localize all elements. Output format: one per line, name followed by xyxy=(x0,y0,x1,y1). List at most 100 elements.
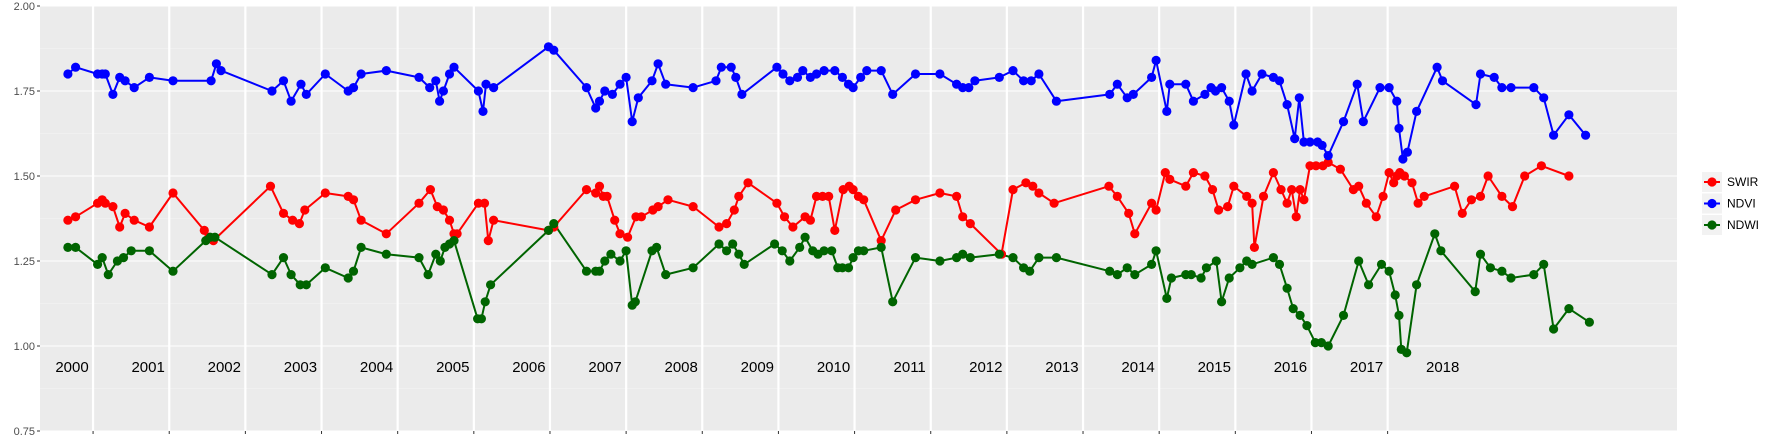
data-point-swir xyxy=(714,222,724,232)
data-point-ndwi xyxy=(449,236,459,246)
data-point-ndvi xyxy=(320,69,330,79)
data-point-swir xyxy=(965,219,975,229)
data-point-ndwi xyxy=(785,256,795,266)
data-point-ndvi xyxy=(1305,137,1315,147)
data-point-ndvi xyxy=(970,76,980,86)
data-point-ndwi xyxy=(661,270,671,280)
data-point-swir xyxy=(1378,191,1388,201)
data-point-swir xyxy=(438,205,448,215)
data-point-swir xyxy=(1223,202,1233,212)
data-point-ndvi xyxy=(1274,76,1285,86)
data-point-ndwi xyxy=(621,246,631,256)
data-point-ndvi xyxy=(478,106,488,116)
data-point-ndvi xyxy=(1437,76,1448,86)
data-point-ndwi xyxy=(431,249,441,259)
data-point-ndvi xyxy=(1290,134,1300,144)
data-point-ndvi xyxy=(206,76,216,86)
year-label: 2016 xyxy=(1274,359,1307,376)
data-point-ndvi xyxy=(449,62,459,72)
data-point-ndvi xyxy=(600,86,610,96)
year-labels: 2000 2001 2002 2003 2004 2005 2006 2007 2008 2009… xyxy=(55,359,1459,376)
data-point-swir xyxy=(1311,161,1321,171)
data-point-swir xyxy=(891,205,901,215)
data-point-swir xyxy=(120,208,130,218)
data-point-ndvi xyxy=(731,72,741,82)
data-point-swir xyxy=(425,185,435,195)
year-label: 2008 xyxy=(665,359,698,376)
data-point-swir xyxy=(1384,168,1394,178)
data-point-swir xyxy=(1200,171,1210,181)
data-point-swir xyxy=(935,188,945,198)
data-point-ndvi xyxy=(1147,72,1157,82)
data-point-ndvi xyxy=(1384,83,1394,93)
data-point-swir xyxy=(1287,185,1297,195)
data-point-ndwi xyxy=(63,242,73,252)
data-point-ndvi xyxy=(1188,96,1198,106)
data-point-ndvi xyxy=(1282,100,1292,110)
data-point-ndwi xyxy=(958,249,968,259)
data-point-ndwi xyxy=(278,253,289,263)
data-point-swir xyxy=(910,195,921,205)
data-point-swir xyxy=(1564,171,1574,181)
data-point-ndwi xyxy=(739,259,749,269)
data-point-swir xyxy=(1151,205,1161,215)
data-point-ndwi xyxy=(1295,310,1305,320)
legend: SWIR NDVI NDWI xyxy=(1702,172,1759,235)
data-point-ndvi xyxy=(216,66,226,76)
data-point-ndvi xyxy=(1412,106,1422,116)
data-point-ndwi xyxy=(630,297,640,307)
data-point-ndwi xyxy=(777,246,787,256)
data-point-swir xyxy=(1282,198,1292,208)
year-label: 2006 xyxy=(512,359,545,376)
data-point-ndwi xyxy=(1162,293,1172,303)
data-point-swir xyxy=(278,208,289,218)
data-point-ndwi xyxy=(356,242,366,252)
data-point-swir xyxy=(602,191,612,201)
data-point-ndwi xyxy=(1112,270,1122,280)
data-point-ndvi xyxy=(876,66,886,76)
data-point-ndvi xyxy=(1358,117,1368,127)
data-point-swir xyxy=(623,232,633,242)
data-point-ndwi xyxy=(1549,324,1559,334)
data-point-ndvi xyxy=(1112,79,1122,89)
y-tick-label: 1.50 xyxy=(14,171,35,183)
data-point-ndwi xyxy=(1211,256,1221,266)
data-point-swir xyxy=(581,185,592,195)
data-point-swir xyxy=(722,219,732,229)
data-point-ndwi xyxy=(1201,263,1211,273)
data-point-ndvi xyxy=(862,66,872,76)
data-point-ndwi xyxy=(1529,270,1539,280)
data-point-ndwi xyxy=(97,253,107,263)
data-point-ndwi xyxy=(1302,321,1312,331)
data-point-ndvi xyxy=(716,62,726,72)
data-point-swir xyxy=(1242,191,1252,201)
data-point-ndwi xyxy=(348,266,359,276)
data-point-ndvi xyxy=(819,66,829,76)
data-point-ndwi xyxy=(414,253,424,263)
data-point-swir xyxy=(1295,185,1305,195)
data-point-ndwi xyxy=(615,256,625,266)
data-point-ndvi xyxy=(211,59,221,69)
data-point-ndvi xyxy=(444,69,455,79)
y-tick-label: 1.00 xyxy=(14,341,35,353)
data-point-swir xyxy=(615,229,625,239)
year-label: 2014 xyxy=(1121,359,1154,376)
legend-key-marker xyxy=(1707,198,1717,209)
data-point-ndwi xyxy=(343,273,353,283)
data-point-ndvi xyxy=(278,76,289,86)
data-point-ndwi xyxy=(795,242,805,252)
data-point-swir xyxy=(788,222,798,232)
data-point-ndwi xyxy=(1217,297,1227,307)
data-point-ndvi xyxy=(381,66,391,76)
data-point-ndwi xyxy=(168,266,178,276)
data-point-swir xyxy=(1450,181,1460,191)
data-point-ndvi xyxy=(1394,123,1404,133)
data-point-swir xyxy=(1049,198,1059,208)
data-point-swir xyxy=(300,205,310,215)
data-point-swir xyxy=(1181,181,1191,191)
year-label: 2004 xyxy=(360,359,393,376)
data-point-ndwi xyxy=(1402,348,1412,358)
data-point-swir xyxy=(1124,208,1134,218)
data-point-swir xyxy=(294,219,304,229)
